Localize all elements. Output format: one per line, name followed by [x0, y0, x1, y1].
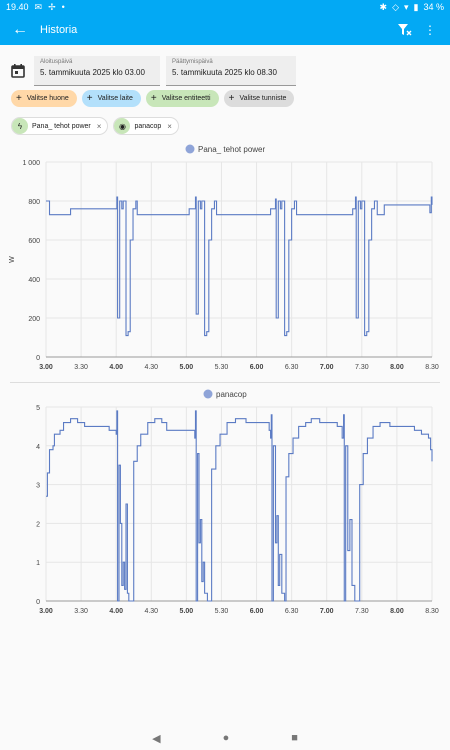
y-tick-label: 200 [28, 316, 40, 323]
y-tick-label: 0 [36, 355, 40, 362]
legend-swatch [185, 144, 195, 154]
dot-icon: • [61, 2, 65, 12]
x-tick-label: 6.30 [285, 364, 299, 371]
choose-label-chip[interactable]: + Valitse tunniste [223, 90, 295, 107]
x-tick-label: 4.30 [144, 608, 158, 615]
x-tick-label: 7.30 [355, 608, 369, 615]
x-tick-label: 6.30 [285, 608, 299, 615]
legend: Pana_ tehot power [185, 144, 265, 154]
y-tick-label: 1 000 [22, 160, 40, 167]
plus-icon: + [228, 93, 235, 104]
legend: panacop [203, 389, 247, 399]
target-picker: + Valitse huone + Valitse laite + Valits… [11, 90, 295, 107]
notification-icon: ✉ [34, 1, 43, 12]
plus-icon: + [16, 93, 22, 104]
x-tick-label: 8.00 [390, 608, 404, 615]
divider [10, 382, 440, 383]
y-tick-label: 400 [28, 277, 40, 284]
eye-icon: ◉ [114, 118, 131, 134]
x-tick-label: 8.30 [425, 608, 439, 615]
filter-remove-icon[interactable] [398, 23, 412, 36]
x-tick-label: 5.00 [180, 608, 194, 615]
x-tick-label: 3.00 [39, 608, 53, 615]
lightning-icon: ϟ [12, 118, 28, 134]
selected-entity-chip[interactable]: ϟ Pana_ tehot power × [11, 117, 109, 135]
battery-icon: ▮ [413, 1, 419, 12]
overflow-menu-icon[interactable]: ⋮ [424, 22, 436, 37]
x-tick-label: 6.00 [250, 364, 264, 371]
remove-icon[interactable]: × [167, 121, 172, 131]
x-tick-label: 7.30 [355, 364, 369, 371]
x-tick-label: 5.00 [180, 364, 194, 371]
x-tick-label: 3.00 [39, 364, 53, 371]
page-title: Historia [40, 23, 78, 36]
chip-label: Valitse tunniste [239, 95, 287, 102]
app-notification-icon: ✢ [48, 1, 56, 12]
plus-icon: + [86, 93, 93, 104]
nav-home-icon[interactable]: ● [222, 732, 230, 744]
x-tick-label: 4.30 [144, 364, 158, 371]
y-tick-label: 800 [28, 199, 40, 206]
entity-name: Pana_ tehot power [32, 122, 91, 130]
choose-area-chip[interactable]: + Valitse huone [11, 90, 77, 107]
power-chart: Pana_ tehot power 0 200 400 600 800 1 000 3.00 3… [9, 144, 439, 371]
y-tick-label: 5 [36, 405, 40, 412]
x-tick-label: 4.00 [109, 608, 123, 615]
legend-label: panacop [216, 390, 247, 399]
vibrate-icon: ◇ [392, 1, 399, 12]
y-tick-label: 4 [36, 444, 40, 451]
nav-back-icon[interactable]: ◀ [152, 732, 161, 745]
bluetooth-icon: ✱ [379, 1, 388, 12]
y-tick-label: 3 [36, 483, 40, 490]
calendar-icon[interactable] [10, 63, 26, 79]
chip-label: Valitse laite [97, 95, 133, 102]
x-tick-label: 7.00 [320, 608, 334, 615]
nav-recents-icon[interactable]: ■ [291, 732, 298, 744]
legend-label: Pana_ tehot power [198, 145, 265, 154]
y-tick-label: 1 [36, 560, 40, 567]
y-tick-label: 2 [36, 521, 40, 528]
start-date-value: 5. tammikuuta 2025 klo 03.00 [40, 68, 145, 77]
legend-swatch [203, 389, 213, 399]
panacop-chart: panacop 0 1 2 3 4 5 3.00 3.30 4.00 4.30 5.00 5.30 6.0… [36, 389, 439, 615]
choose-device-chip[interactable]: + Valitse laite [81, 90, 141, 107]
x-tick-label: 5.30 [215, 608, 229, 615]
x-tick-label: 8.00 [390, 364, 404, 371]
x-tick-label: 3.30 [74, 364, 88, 371]
system-nav-bar: ◀ ● ■ [0, 726, 450, 750]
choose-entity-chip[interactable]: + Valitse entiteetti [145, 90, 219, 107]
selected-entity-chip[interactable]: ◉ panacop × [113, 117, 179, 135]
battery-level: 34 % [423, 2, 444, 12]
start-date-label: Aloituspäivä [40, 59, 73, 65]
y-axis-label: W [9, 256, 16, 263]
x-tick-label: 6.00 [250, 608, 264, 615]
status-bar: 19.40 ✉ ✢ • ✱ ◇ ▾ ▮ 34 % [0, 0, 450, 14]
x-tick-label: 7.00 [320, 364, 334, 371]
back-arrow-icon[interactable]: ← [12, 20, 28, 38]
end-date-label: Päättymispäivä [172, 59, 213, 65]
wifi-icon: ▾ [404, 1, 409, 12]
selected-entities: ϟ Pana_ tehot power × ◉ panacop × [11, 117, 179, 135]
x-tick-label: 4.00 [109, 364, 123, 371]
start-date-field[interactable]: Aloituspäivä 5. tammikuuta 2025 klo 03.0… [34, 56, 160, 86]
date-range-picker: Aloituspäivä 5. tammikuuta 2025 klo 03.0… [10, 56, 302, 86]
x-tick-label: 8.30 [425, 364, 439, 371]
series-line [46, 410, 433, 602]
end-date-value: 5. tammikuuta 2025 klo 08.30 [172, 68, 277, 77]
y-tick-label: 600 [28, 238, 40, 245]
end-date-field[interactable]: Päättymispäivä 5. tammikuuta 2025 klo 08… [166, 56, 296, 86]
x-tick-label: 5.30 [215, 364, 229, 371]
series-line [46, 196, 433, 337]
x-tick-label: 3.30 [74, 608, 88, 615]
plus-icon: + [150, 93, 157, 104]
clock: 19.40 [6, 2, 29, 12]
chip-label: Valitse entiteetti [161, 95, 211, 102]
y-tick-label: 0 [36, 599, 40, 606]
chip-label: Valitse huone [26, 95, 69, 102]
remove-icon[interactable]: × [96, 121, 102, 131]
app-bar: ← Historia ⋮ [0, 14, 450, 45]
entity-name: panacop [134, 122, 162, 130]
